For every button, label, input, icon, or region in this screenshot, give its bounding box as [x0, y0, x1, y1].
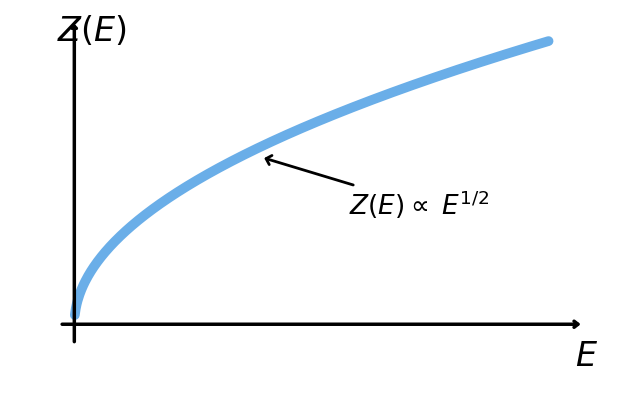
Text: $E$: $E$ — [574, 341, 597, 373]
Text: $Z(E) \propto\;  E^{1/2}$: $Z(E) \propto\; E^{1/2}$ — [266, 156, 489, 221]
Text: $Z(E)$: $Z(E)$ — [57, 14, 126, 48]
